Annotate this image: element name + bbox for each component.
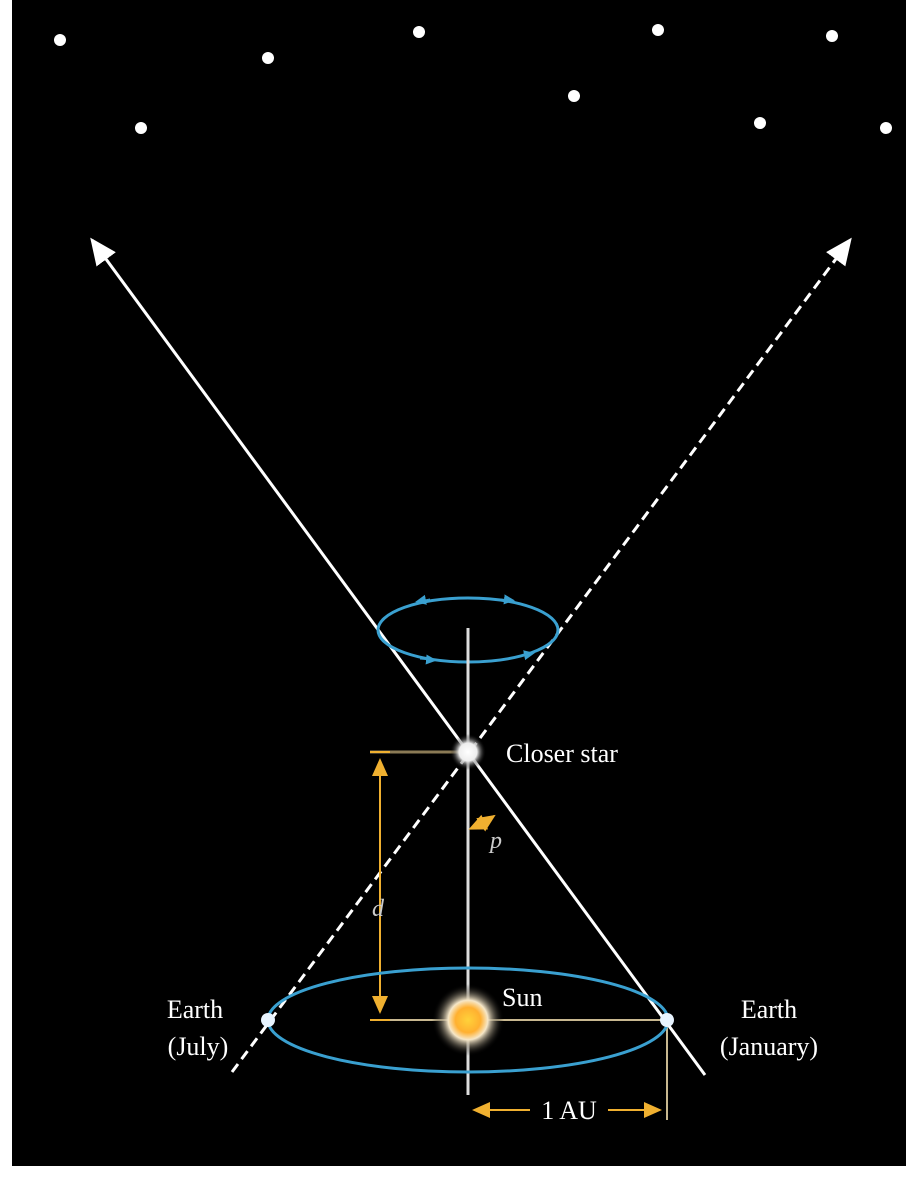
sight-line-july bbox=[230, 237, 852, 1073]
parallax-angle bbox=[468, 814, 496, 832]
au-label: 1 AU bbox=[541, 1096, 597, 1125]
sight-line-january bbox=[90, 237, 707, 1076]
earth-january bbox=[660, 1013, 674, 1027]
earth-july-label: Earth bbox=[167, 995, 223, 1024]
earth-july-label: (July) bbox=[168, 1032, 229, 1061]
closer-star bbox=[450, 734, 486, 770]
earth-january-label: Earth bbox=[741, 995, 797, 1024]
arrow bbox=[419, 654, 437, 665]
d-label: d bbox=[372, 896, 385, 922]
arrow bbox=[415, 594, 431, 605]
arrow bbox=[499, 594, 515, 605]
background bbox=[12, 0, 906, 1166]
arrow bbox=[519, 650, 535, 661]
earth-july bbox=[261, 1013, 275, 1027]
distant-stars bbox=[54, 24, 892, 134]
p-label: p bbox=[488, 828, 502, 854]
closer-star-label: Closer star bbox=[506, 739, 618, 768]
sun bbox=[432, 984, 504, 1056]
sun-label: Sun bbox=[502, 983, 542, 1012]
earth-january-label: (January) bbox=[720, 1032, 818, 1061]
